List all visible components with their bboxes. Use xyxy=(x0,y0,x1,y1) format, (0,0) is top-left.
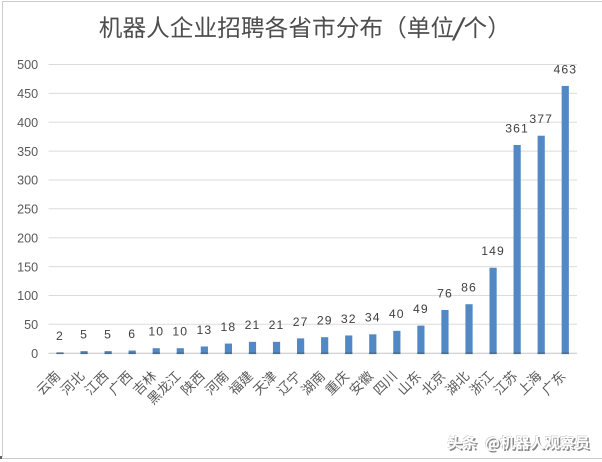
svg-text:34: 34 xyxy=(365,311,381,325)
svg-text:27: 27 xyxy=(293,315,309,329)
svg-text:149: 149 xyxy=(481,244,505,258)
svg-text:500: 500 xyxy=(17,58,38,72)
svg-text:21: 21 xyxy=(269,318,285,332)
svg-text:350: 350 xyxy=(17,145,38,159)
svg-text:10: 10 xyxy=(148,325,164,339)
svg-text:40: 40 xyxy=(389,307,405,321)
svg-text:6: 6 xyxy=(128,327,136,341)
svg-text:86: 86 xyxy=(461,281,477,295)
svg-text:450: 450 xyxy=(17,87,38,101)
svg-text:150: 150 xyxy=(17,260,38,274)
svg-text:0: 0 xyxy=(31,347,38,361)
svg-text:300: 300 xyxy=(17,174,38,188)
svg-text:2: 2 xyxy=(56,329,64,343)
svg-text:377: 377 xyxy=(529,112,553,126)
svg-text:10: 10 xyxy=(172,325,188,339)
svg-text:250: 250 xyxy=(17,203,38,217)
svg-text:32: 32 xyxy=(341,312,357,326)
svg-text:100: 100 xyxy=(17,289,38,303)
svg-text:76: 76 xyxy=(437,286,453,300)
svg-text:21: 21 xyxy=(245,318,261,332)
svg-text:5: 5 xyxy=(104,328,112,342)
svg-text:18: 18 xyxy=(221,320,237,334)
svg-text:200: 200 xyxy=(17,231,38,245)
svg-text:49: 49 xyxy=(413,302,429,316)
svg-text:361: 361 xyxy=(505,121,529,135)
svg-text:50: 50 xyxy=(24,318,38,332)
svg-text:400: 400 xyxy=(17,116,38,130)
svg-text:29: 29 xyxy=(317,314,333,328)
svg-text:13: 13 xyxy=(197,323,213,337)
svg-text:5: 5 xyxy=(80,328,88,342)
svg-text:463: 463 xyxy=(553,62,577,76)
